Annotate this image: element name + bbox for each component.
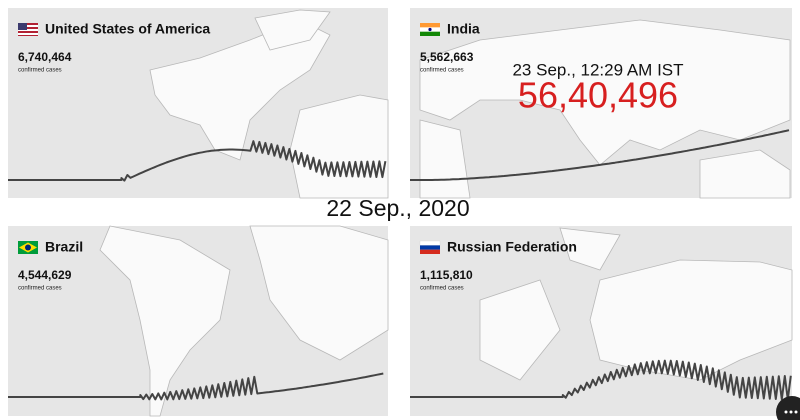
case-label: confirmed cases <box>420 68 464 74</box>
flag-russia <box>419 240 441 254</box>
chat-dot <box>789 410 793 414</box>
flag-usa <box>18 23 38 36</box>
map-russia <box>479 227 793 381</box>
flag-brazil <box>18 241 38 254</box>
case-count: 4,544,629 <box>18 268 72 282</box>
case-count: 5,562,663 <box>420 50 474 64</box>
flag-india <box>420 23 440 36</box>
case-label: confirmed cases <box>18 68 62 74</box>
update-time: 23 Sep., 12:29 AM IST <box>512 60 683 79</box>
country-name: Russian Federation <box>447 239 577 255</box>
case-count: 1,115,810 <box>420 268 473 282</box>
case-label: confirmed cases <box>420 286 464 292</box>
chat-button[interactable] <box>776 396 800 420</box>
country-name: United States of America <box>45 21 210 37</box>
date-label: 22 Sep., 2020 <box>326 195 469 221</box>
trend-line <box>410 129 790 181</box>
map-india <box>419 19 791 199</box>
trend-line <box>8 372 384 401</box>
country-name: Brazil <box>45 239 83 255</box>
trend-line <box>8 140 387 182</box>
chat-dot <box>794 410 798 414</box>
country-name: India <box>447 21 480 37</box>
chat-dot <box>784 410 788 414</box>
trend-line <box>410 359 792 401</box>
map-brazil <box>99 225 389 417</box>
update-total: 56,40,496 <box>518 75 678 116</box>
case-count: 6,740,464 <box>18 50 72 64</box>
case-label: confirmed cases <box>18 286 62 292</box>
